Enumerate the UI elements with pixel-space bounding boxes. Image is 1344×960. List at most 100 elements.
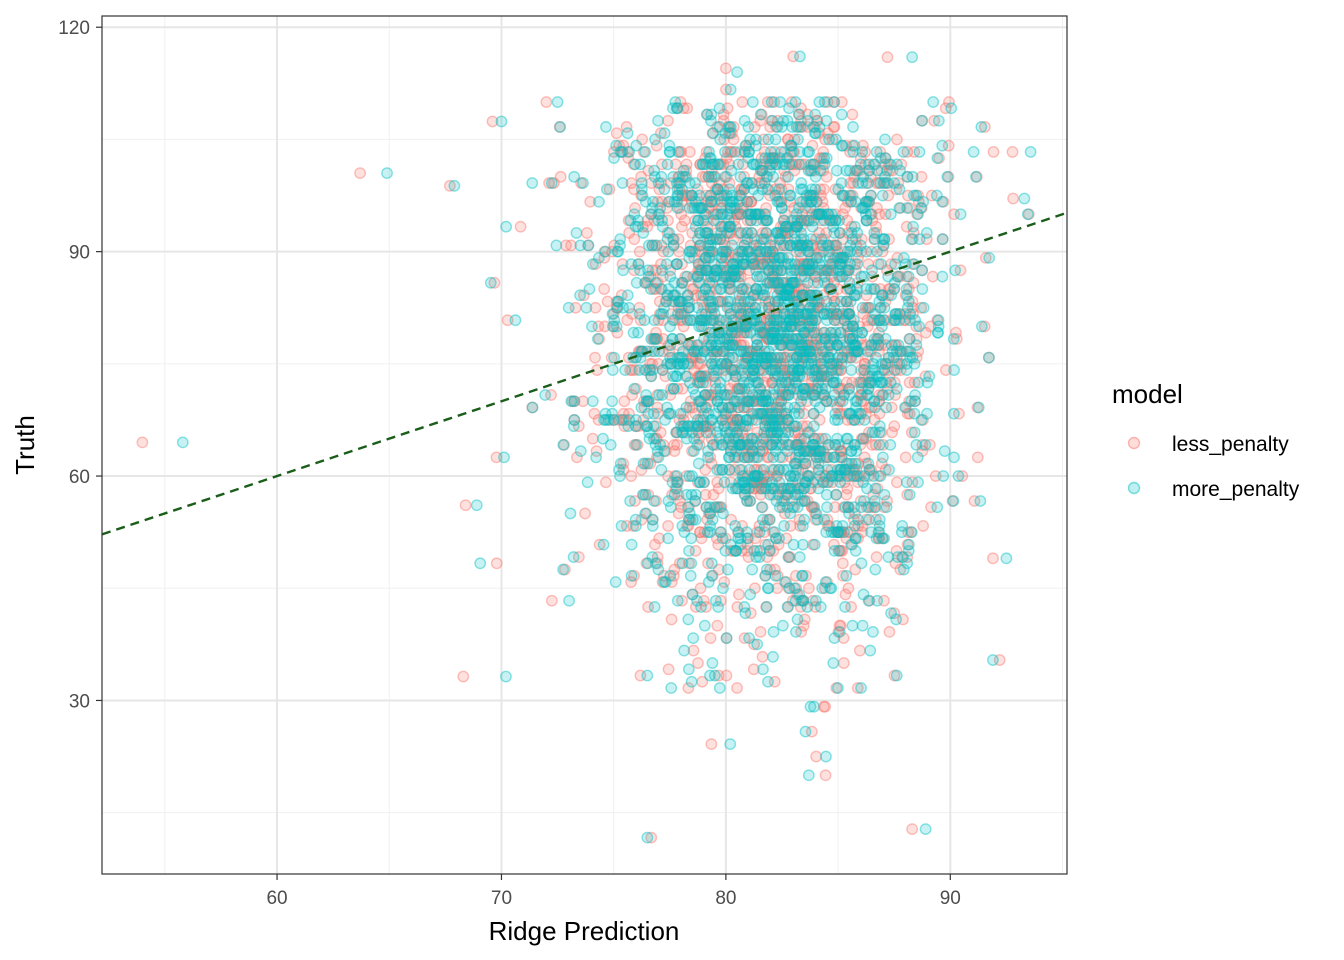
data-point-less-penalty: [757, 476, 769, 489]
data-point-more-penalty: [667, 370, 680, 383]
data-point-more-penalty: [632, 326, 645, 339]
data-point-less-penalty: [568, 395, 581, 408]
data-point-less-penalty: [827, 357, 840, 370]
data-point-less-penalty: [857, 376, 869, 389]
data-point-more-penalty: [788, 264, 801, 277]
data-point-less-penalty: [693, 239, 706, 252]
data-point-less-penalty: [653, 295, 666, 308]
data-point-more-penalty: [768, 463, 781, 476]
data-point-less-penalty: [724, 445, 737, 458]
data-point-more-penalty: [856, 326, 868, 339]
data-point-less-penalty: [705, 195, 717, 208]
data-point-less-penalty: [822, 438, 835, 451]
data-point-less-penalty: [829, 208, 841, 221]
data-point-less-penalty: [772, 538, 785, 551]
data-point-less-penalty: [769, 414, 782, 426]
data-point-less-penalty: [881, 382, 894, 395]
data-point-less-penalty: [864, 376, 877, 389]
data-point-less-penalty: [909, 395, 921, 408]
data-point-less-penalty: [775, 195, 788, 208]
data-point-less-penalty: [899, 308, 912, 320]
data-point-less-penalty: [805, 725, 818, 738]
data-point-more-penalty: [734, 463, 746, 476]
data-point-more-penalty: [745, 177, 758, 189]
data-point-less-penalty: [702, 557, 714, 570]
data-point-less-penalty: [732, 438, 745, 451]
data-point-more-penalty: [903, 488, 916, 501]
data-point-more-penalty: [650, 276, 662, 289]
data-point-less-penalty: [662, 520, 674, 532]
data-point-less-penalty: [775, 183, 788, 196]
data-point-less-penalty: [659, 445, 672, 458]
data-point-less-penalty: [760, 414, 773, 426]
data-point-less-penalty: [817, 476, 829, 489]
data-point-less-penalty: [780, 351, 793, 364]
data-point-less-penalty: [876, 389, 889, 401]
data-point-less-penalty: [762, 395, 775, 408]
data-point-less-penalty: [781, 333, 794, 345]
data-point-more-penalty: [798, 451, 811, 464]
data-point-more-penalty: [824, 251, 836, 264]
data-point-less-penalty: [833, 470, 846, 482]
data-point-more-penalty: [756, 513, 769, 526]
data-point-more-penalty: [766, 438, 778, 451]
data-point-less-penalty: [708, 195, 721, 208]
data-point-less-penalty: [736, 476, 748, 489]
data-point-less-penalty: [663, 345, 676, 358]
data-point-more-penalty: [983, 251, 996, 264]
data-point-less-penalty: [718, 189, 730, 202]
data-point-less-penalty: [879, 208, 892, 221]
data-point-less-penalty: [693, 370, 705, 383]
data-point-less-penalty: [862, 258, 875, 270]
data-point-less-penalty: [910, 351, 923, 364]
data-point-less-penalty: [837, 632, 850, 645]
data-point-less-penalty: [704, 189, 717, 202]
data-point-less-penalty: [849, 264, 862, 277]
data-point-less-penalty: [800, 264, 813, 277]
data-point-more-penalty: [676, 170, 689, 183]
data-point-less-penalty: [728, 544, 740, 557]
data-point-less-penalty: [795, 233, 807, 246]
data-point-less-penalty: [774, 351, 787, 364]
data-point-less-penalty: [759, 420, 772, 433]
data-point-less-penalty: [628, 183, 640, 196]
data-point-less-penalty: [761, 438, 774, 451]
data-point-less-penalty: [821, 476, 833, 489]
data-point-less-penalty: [699, 488, 712, 501]
data-point-more-penalty: [702, 451, 714, 464]
data-point-more-penalty: [937, 470, 950, 482]
data-point-less-penalty: [710, 389, 723, 401]
data-point-less-penalty: [853, 376, 865, 389]
data-point-less-penalty: [807, 189, 820, 202]
data-point-less-penalty: [650, 264, 662, 277]
data-point-less-penalty: [754, 463, 767, 476]
data-point-more-penalty: [777, 114, 790, 127]
data-point-more-penalty: [564, 507, 577, 520]
legend-key-more-penalty: [1127, 481, 1141, 495]
data-point-less-penalty: [728, 214, 741, 227]
data-point-more-penalty: [693, 320, 706, 333]
data-point-less-penalty: [801, 395, 814, 408]
data-point-more-penalty: [707, 438, 720, 451]
data-point-more-penalty: [621, 289, 634, 302]
data-point-more-penalty: [636, 345, 649, 358]
data-point-less-penalty: [851, 345, 863, 358]
data-point-outlier: [987, 552, 999, 565]
data-point-less-penalty: [809, 513, 822, 526]
data-point-less-penalty: [766, 401, 778, 414]
data-point-less-penalty: [788, 426, 801, 439]
data-point-less-penalty: [683, 501, 695, 514]
data-point-more-penalty: [753, 389, 766, 401]
data-point-more-penalty: [563, 594, 576, 607]
data-point-less-penalty: [611, 326, 624, 339]
data-point-less-penalty: [514, 220, 527, 233]
data-point-less-penalty: [719, 414, 732, 426]
data-point-less-penalty: [803, 258, 815, 270]
data-point-less-penalty: [754, 488, 767, 501]
data-point-less-penalty: [627, 520, 640, 532]
data-point-less-penalty: [729, 420, 742, 433]
data-point-less-penalty: [600, 476, 612, 489]
data-point-less-penalty: [641, 220, 654, 233]
data-point-less-penalty: [764, 544, 776, 557]
data-point-less-penalty: [720, 83, 732, 96]
